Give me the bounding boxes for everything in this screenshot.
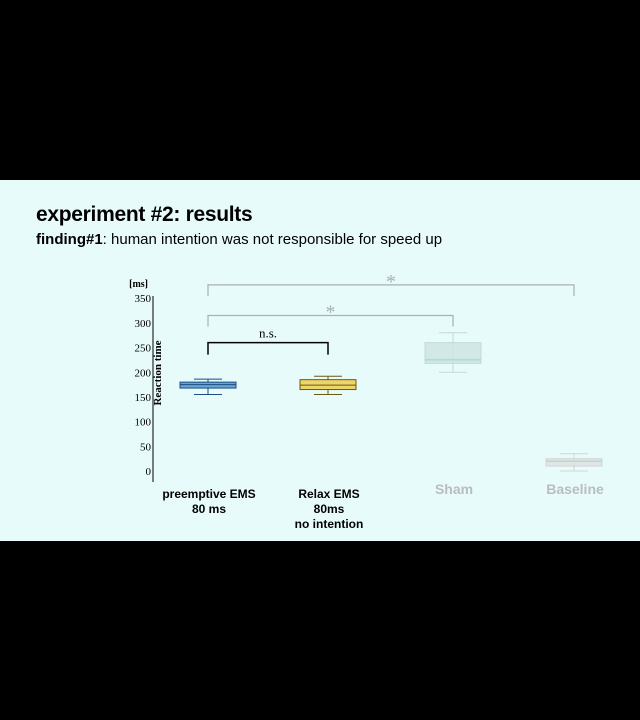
y-axis: 0 50 100 150 200 250 300 350 [ms] Reaction time [129,279,164,482]
significance-bracket [207,314,454,327]
slide-subtitle: finding#1: human intention was not respo… [36,231,442,248]
y-unit-label: [ms] [129,279,148,290]
significance-bracket [207,284,575,296]
y-tick-label: 300 [135,318,152,330]
y-tick-label: 100 [135,417,152,429]
significance-label: * [326,301,336,323]
significance-brackets: n.s. * * [207,271,575,355]
x-axis-labels: preemptive EMS 80 ms Relax EMS 80ms no inten… [162,481,604,531]
y-tick-label: 250 [135,343,152,355]
x-tick-label: Relax EMS 80ms no intention [295,487,364,531]
y-tick-label: 150 [135,392,152,404]
y-tick-label: 50 [140,441,152,453]
finding-label: finding#1 [36,231,103,248]
slide: experiment #2: results finding#1: human … [0,180,640,541]
x-tick-label: Sham [435,481,473,497]
significance-bracket [207,341,329,355]
x-tick-label: Baseline [546,481,604,497]
box-body [424,342,482,364]
reaction-time-chart: 0 50 100 150 200 250 300 350 [ms] Reaction time n… [129,271,604,531]
finding-text: : human intention was not responsible fo… [102,231,443,248]
box-body [545,458,603,467]
y-tick-label: 0 [146,466,152,478]
y-tick-label: 200 [135,367,152,379]
y-tick-label: 350 [135,293,152,305]
significance-label: n.s. [259,326,277,341]
slide-title: experiment #2: results [36,203,253,226]
box-plots [179,332,603,472]
y-axis-title: Reaction time [152,340,164,405]
x-tick-label: preemptive EMS 80 ms [162,487,255,516]
significance-label: * [386,271,396,293]
